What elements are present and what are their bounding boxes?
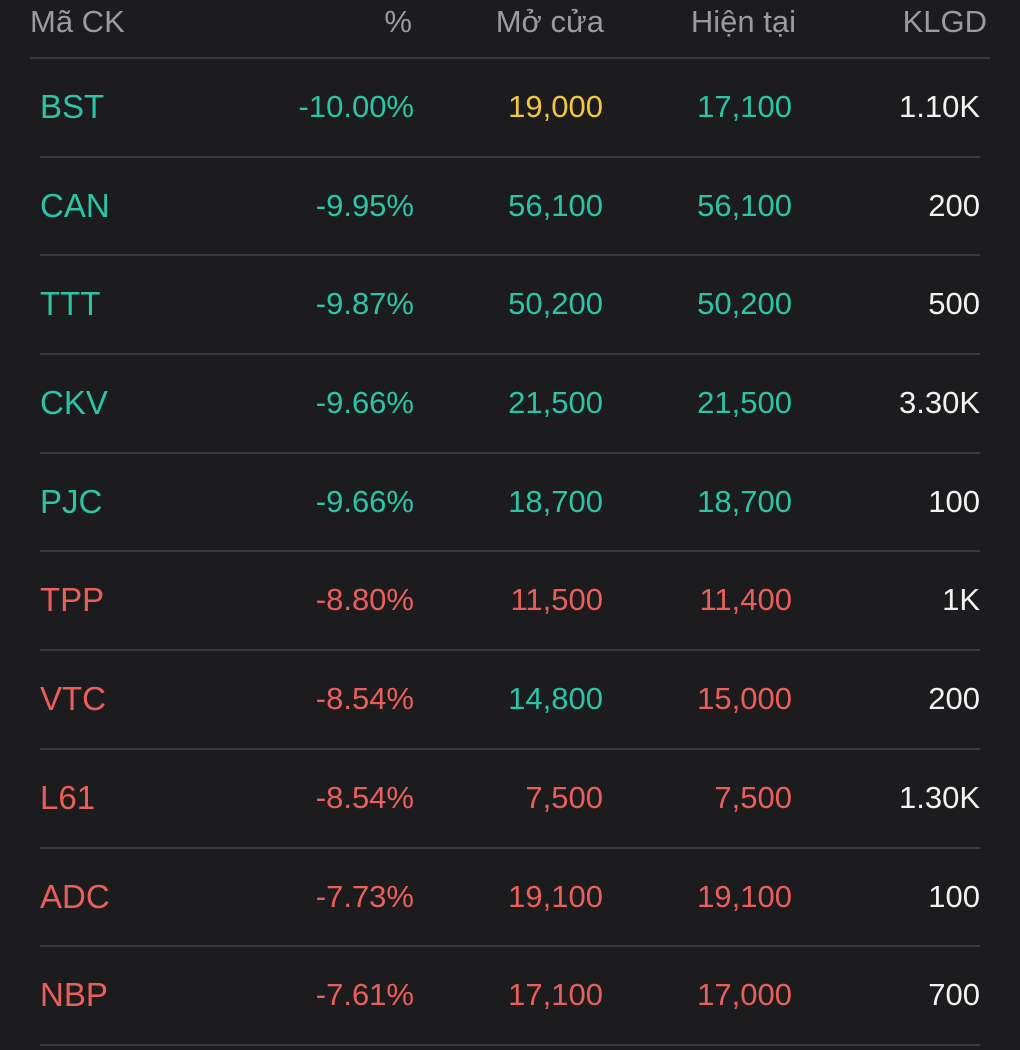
open-price: 21,500 bbox=[508, 385, 603, 421]
current-price: 56,100 bbox=[697, 187, 792, 223]
table-header: Mã CK % Mở cửa Hiện tại KLGD bbox=[0, 0, 1020, 58]
column-header-volume[interactable]: KLGD bbox=[902, 4, 987, 39]
column-header-percent[interactable]: % bbox=[384, 4, 412, 39]
table-row[interactable]: NBP -7.61% 17,100 17,000 700 bbox=[0, 947, 1020, 1046]
table-row[interactable]: BST -10.00% 19,000 17,100 1.10K bbox=[0, 59, 1020, 158]
stock-symbol: BST bbox=[40, 88, 105, 125]
current-price: 17,100 bbox=[697, 89, 792, 124]
stock-symbol: VTC bbox=[40, 680, 106, 718]
percent-change: -7.61% bbox=[315, 977, 414, 1013]
stock-symbol: CKV bbox=[40, 384, 108, 422]
percent-change: -10.00% bbox=[298, 89, 414, 124]
column-header-open[interactable]: Mở cửa bbox=[495, 4, 604, 39]
percent-change: -9.66% bbox=[315, 385, 414, 421]
stock-symbol: ADC bbox=[40, 877, 110, 915]
open-price: 56,100 bbox=[508, 187, 603, 223]
percent-change: -9.87% bbox=[315, 286, 414, 322]
trading-volume: 1.10K bbox=[898, 89, 980, 124]
table-row[interactable]: PJC -9.66% 18,700 18,700 100 bbox=[0, 454, 1020, 553]
open-price: 14,800 bbox=[508, 681, 603, 717]
current-price: 17,000 bbox=[697, 977, 792, 1013]
current-price: 50,200 bbox=[697, 286, 792, 322]
trading-volume: 1K bbox=[942, 582, 980, 618]
column-header-symbol[interactable]: Mã CK bbox=[30, 4, 125, 39]
trading-volume: 100 bbox=[928, 483, 980, 519]
table-row[interactable]: CKV -9.66% 21,500 21,500 3.30K bbox=[0, 355, 1020, 454]
stock-list: BST -10.00% 19,000 17,100 1.10K CAN -9.9… bbox=[0, 59, 1020, 1046]
open-price: 17,100 bbox=[508, 977, 603, 1013]
column-header-current[interactable]: Hiện tại bbox=[690, 4, 796, 39]
percent-change: -8.80% bbox=[315, 582, 414, 618]
current-price: 11,400 bbox=[699, 582, 792, 618]
percent-change: -8.54% bbox=[315, 779, 414, 815]
open-price: 50,200 bbox=[508, 286, 603, 322]
table-row[interactable]: VTC -8.54% 14,800 15,000 200 bbox=[0, 651, 1020, 750]
table-row[interactable]: L61 -8.54% 7,500 7,500 1.30K bbox=[0, 750, 1020, 849]
open-price: 18,700 bbox=[508, 483, 603, 519]
percent-change: -8.54% bbox=[315, 681, 414, 717]
open-price: 19,000 bbox=[508, 89, 603, 124]
stock-symbol: L61 bbox=[40, 778, 96, 816]
table-row[interactable]: TPP -8.80% 11,500 11,400 1K bbox=[0, 552, 1020, 651]
table-row[interactable]: CAN -9.95% 56,100 56,100 200 bbox=[0, 158, 1020, 257]
trading-volume: 3.30K bbox=[898, 385, 980, 421]
trading-volume: 500 bbox=[928, 286, 980, 322]
trading-volume: 1.30K bbox=[898, 779, 980, 815]
stock-symbol: TPP bbox=[40, 581, 105, 619]
table-row[interactable]: ADC -7.73% 19,100 19,100 100 bbox=[0, 849, 1020, 948]
stock-symbol: CAN bbox=[40, 186, 110, 224]
open-price: 11,500 bbox=[510, 582, 603, 618]
stock-symbol: PJC bbox=[40, 482, 103, 520]
percent-change: -9.66% bbox=[315, 483, 414, 519]
current-price: 21,500 bbox=[697, 385, 792, 421]
stock-symbol: TTT bbox=[40, 285, 101, 323]
table-row[interactable]: TTT -9.87% 50,200 50,200 500 bbox=[0, 256, 1020, 355]
percent-change: -9.95% bbox=[315, 187, 414, 223]
stock-symbol: NBP bbox=[40, 976, 108, 1014]
open-price: 7,500 bbox=[525, 779, 603, 815]
trading-volume: 700 bbox=[928, 977, 980, 1013]
trading-volume: 100 bbox=[928, 878, 980, 914]
trading-volume: 200 bbox=[928, 187, 980, 223]
header-divider bbox=[30, 57, 990, 59]
current-price: 7,500 bbox=[714, 779, 792, 815]
current-price: 18,700 bbox=[697, 483, 792, 519]
current-price: 19,100 bbox=[697, 878, 792, 914]
trading-volume: 200 bbox=[928, 681, 980, 717]
percent-change: -7.73% bbox=[315, 878, 414, 914]
open-price: 19,100 bbox=[508, 878, 603, 914]
current-price: 15,000 bbox=[697, 681, 792, 717]
